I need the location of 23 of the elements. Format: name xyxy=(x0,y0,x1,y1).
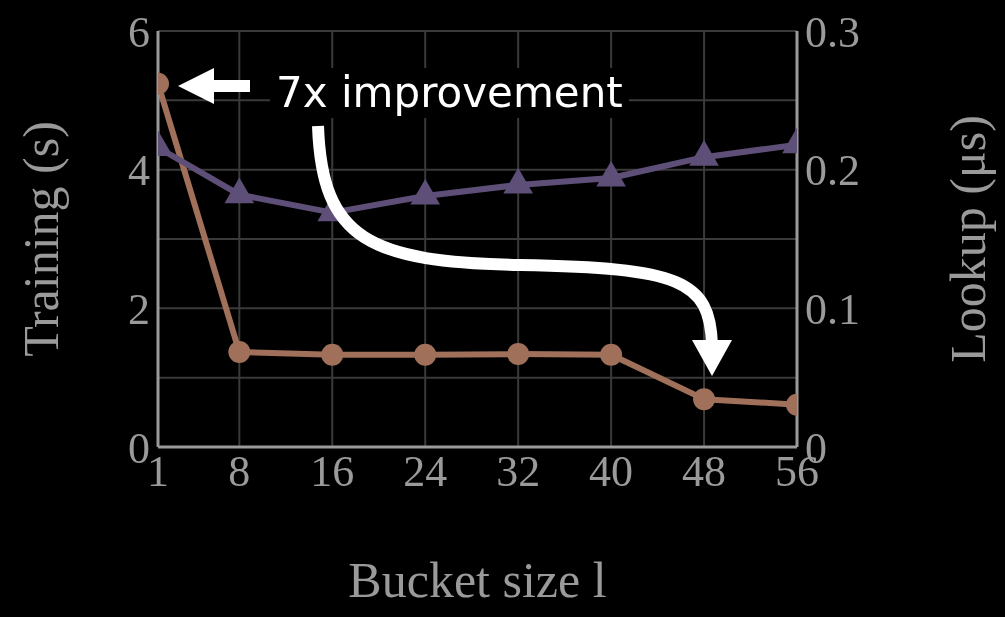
y-tick-label: 6 xyxy=(128,7,150,57)
y2-tick-label: 0.1 xyxy=(805,284,860,334)
point xyxy=(321,343,344,366)
y-tick-label: 2 xyxy=(128,284,150,334)
x-tick-label: 40 xyxy=(589,447,634,497)
x-tick-label: 32 xyxy=(496,447,541,497)
x-tick-label: 16 xyxy=(310,447,355,497)
x-axis-title: Bucket size l xyxy=(348,552,607,608)
y2-tick-label: 0.2 xyxy=(805,146,860,196)
point xyxy=(414,343,437,366)
y2-tick-label: 0.3 xyxy=(805,7,860,57)
point xyxy=(600,343,623,366)
y2-axis-title: Lookup (μs) xyxy=(939,115,996,363)
y-tick-label: 4 xyxy=(128,146,150,196)
y-axis-title: Training (s) xyxy=(12,121,69,357)
x-tick-label: 24 xyxy=(403,447,448,497)
annotation: 7x improvement xyxy=(270,68,629,118)
point xyxy=(507,343,530,366)
x-tick-label: 8 xyxy=(228,447,251,497)
y-tick-label: 0 xyxy=(128,423,150,473)
point xyxy=(693,388,716,411)
point xyxy=(228,341,251,364)
x-tick-label: 48 xyxy=(682,447,727,497)
